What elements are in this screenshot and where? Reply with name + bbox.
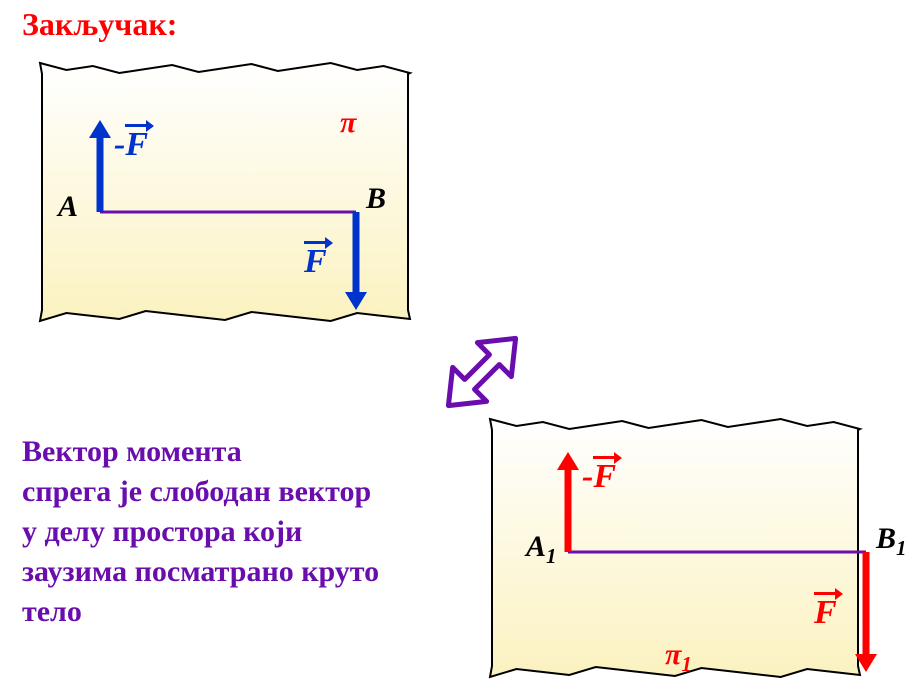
point-B: B	[366, 182, 386, 216]
point-A: A	[58, 190, 78, 224]
point-A1: A1	[526, 530, 557, 569]
equivalence-arrow-icon	[432, 322, 532, 422]
heading: Закључак:	[22, 6, 177, 43]
plane-pi1: π1 A1 B1 -F F	[490, 418, 860, 678]
vector-F: F	[304, 243, 327, 281]
point-B1: B1	[876, 522, 907, 561]
pi1-label: π1	[665, 638, 692, 677]
pi-label: π	[340, 106, 356, 140]
vector-neg-F: -F	[114, 126, 148, 164]
equivalence-arrow-svg	[432, 322, 532, 422]
diagram-stage: Закључак: π A B -F F π1 A1 B1 -F F Векто…	[0, 0, 916, 696]
explanation-text: Вектор моментаспрега је слободан вектору…	[22, 432, 379, 632]
vector-neg-F-1: -F	[582, 458, 616, 496]
plane-pi: π A B -F F	[40, 62, 410, 322]
vector-F-1: F	[814, 594, 837, 632]
